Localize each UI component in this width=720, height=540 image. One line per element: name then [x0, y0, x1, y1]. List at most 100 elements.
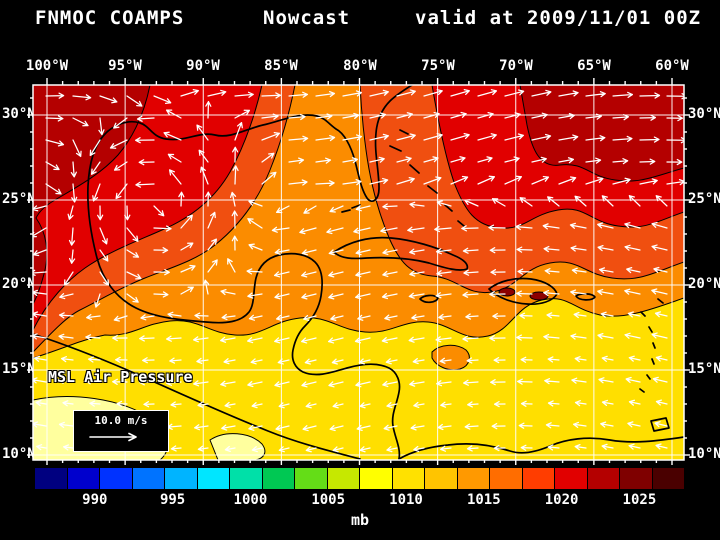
wind-arrow	[408, 336, 425, 343]
wind-arrow	[585, 91, 606, 98]
wind-arrow	[601, 443, 614, 450]
wind-arrow	[328, 249, 344, 256]
graticule	[33, 85, 684, 460]
wind-arrow	[489, 247, 506, 254]
wind-arrow	[651, 332, 668, 339]
wind-arrow	[166, 379, 182, 386]
wind-arrow	[248, 243, 263, 251]
wind-arrow	[450, 88, 470, 97]
wind-arrow	[624, 244, 641, 251]
field-title: MSL Air Pressure	[48, 368, 193, 386]
wind-arrow	[342, 90, 363, 97]
wind-arrow	[517, 378, 533, 385]
pacific-coast	[33, 333, 361, 460]
wind-arrow	[490, 269, 506, 276]
wind-arrow	[142, 357, 155, 364]
wind-arrow	[72, 139, 82, 158]
wind-arrow	[531, 112, 548, 119]
wind-arrow	[520, 356, 533, 363]
wind-arrow	[381, 337, 398, 344]
lat-label: 10°N	[2, 446, 36, 462]
product-title: Nowcast	[263, 7, 351, 29]
wind-arrow	[558, 157, 575, 164]
wind-arrow	[36, 444, 47, 451]
wind-arrow	[250, 358, 263, 365]
wind-arrow	[477, 89, 498, 97]
wind-arrow	[33, 377, 47, 384]
colorbar-tick-label: 995	[159, 492, 186, 508]
lon-label: 95°W	[108, 58, 142, 74]
wind-arrow	[436, 380, 452, 387]
lon-label: 85°W	[264, 58, 298, 74]
colorbar-cell	[555, 468, 588, 489]
lat-label: 10°N	[688, 446, 720, 462]
wind-arrow	[573, 311, 587, 319]
wind-arrow	[140, 314, 155, 321]
wind-arrow	[572, 421, 587, 428]
wind-arrow	[413, 401, 425, 409]
wind-arrow	[196, 357, 209, 365]
wind-arrow	[234, 121, 243, 141]
wind-arrow	[531, 133, 552, 141]
wind-reference-label: 10.0 m/s	[94, 414, 148, 427]
wind-arrow	[666, 115, 684, 122]
wind-arrow	[369, 156, 385, 163]
wind-arrow	[220, 380, 236, 387]
wind-arrow	[655, 355, 668, 362]
wind-arrow	[248, 199, 263, 207]
wind-arrow	[247, 337, 263, 344]
wind-arrow	[277, 358, 290, 365]
wind-arrow	[85, 334, 101, 341]
wind-arrow	[207, 211, 216, 229]
colorbar-cell	[392, 468, 425, 489]
colorbar-tick-label: 1010	[389, 492, 423, 508]
wind-arrow	[248, 314, 263, 321]
wind-arrow	[612, 135, 633, 143]
wind-arrow	[435, 248, 452, 255]
wind-arrow	[315, 157, 332, 164]
colorbar-tick-label: 1000	[233, 492, 268, 508]
wind-arrow	[477, 156, 493, 163]
field-dark-red-east	[519, 85, 684, 182]
puerto-rico	[575, 293, 596, 301]
wind-arrow	[435, 336, 452, 343]
wind-arrow	[45, 115, 64, 122]
wind-arrow	[89, 400, 101, 407]
wind-arrow	[301, 293, 317, 300]
wind-arrow	[153, 225, 172, 232]
wind-arrow	[197, 445, 209, 452]
wind-arrow	[355, 293, 371, 300]
lat-label: 25°N	[2, 191, 36, 207]
colorbar-cell	[425, 468, 458, 489]
wind-arrow	[178, 191, 185, 207]
wind-arrow	[491, 423, 506, 430]
wind-arrow	[651, 244, 668, 251]
wind-arrow	[462, 291, 479, 298]
wind-arrow	[547, 196, 560, 207]
wind-arrow	[654, 311, 668, 318]
south-america-coast	[398, 436, 684, 460]
wind-arrow	[58, 377, 74, 384]
wind-arrow	[570, 333, 587, 340]
wind-arrow	[597, 288, 614, 296]
wind-arrow	[205, 191, 212, 207]
wind-arrow	[597, 332, 614, 340]
wind-arrow	[92, 183, 101, 202]
wind-arrow	[261, 92, 282, 99]
wind-arrow	[224, 401, 236, 409]
wind-arrow	[438, 313, 452, 321]
colorbar-unit: mb	[350, 511, 370, 529]
wind-arrow	[396, 177, 415, 185]
lon-label: 65°W	[577, 58, 611, 74]
wind-arrow	[571, 377, 587, 384]
wind-arrow	[407, 226, 425, 233]
wind-arrow	[220, 289, 236, 296]
wind-arrow	[232, 146, 239, 163]
wind-arrow	[437, 423, 452, 431]
wind-arrow	[60, 356, 74, 363]
wind-arrow	[288, 179, 308, 186]
wind-arrow	[328, 293, 344, 300]
wind-arrow	[490, 379, 506, 386]
wind-arrow	[408, 292, 425, 299]
wind-arrow	[342, 179, 362, 186]
